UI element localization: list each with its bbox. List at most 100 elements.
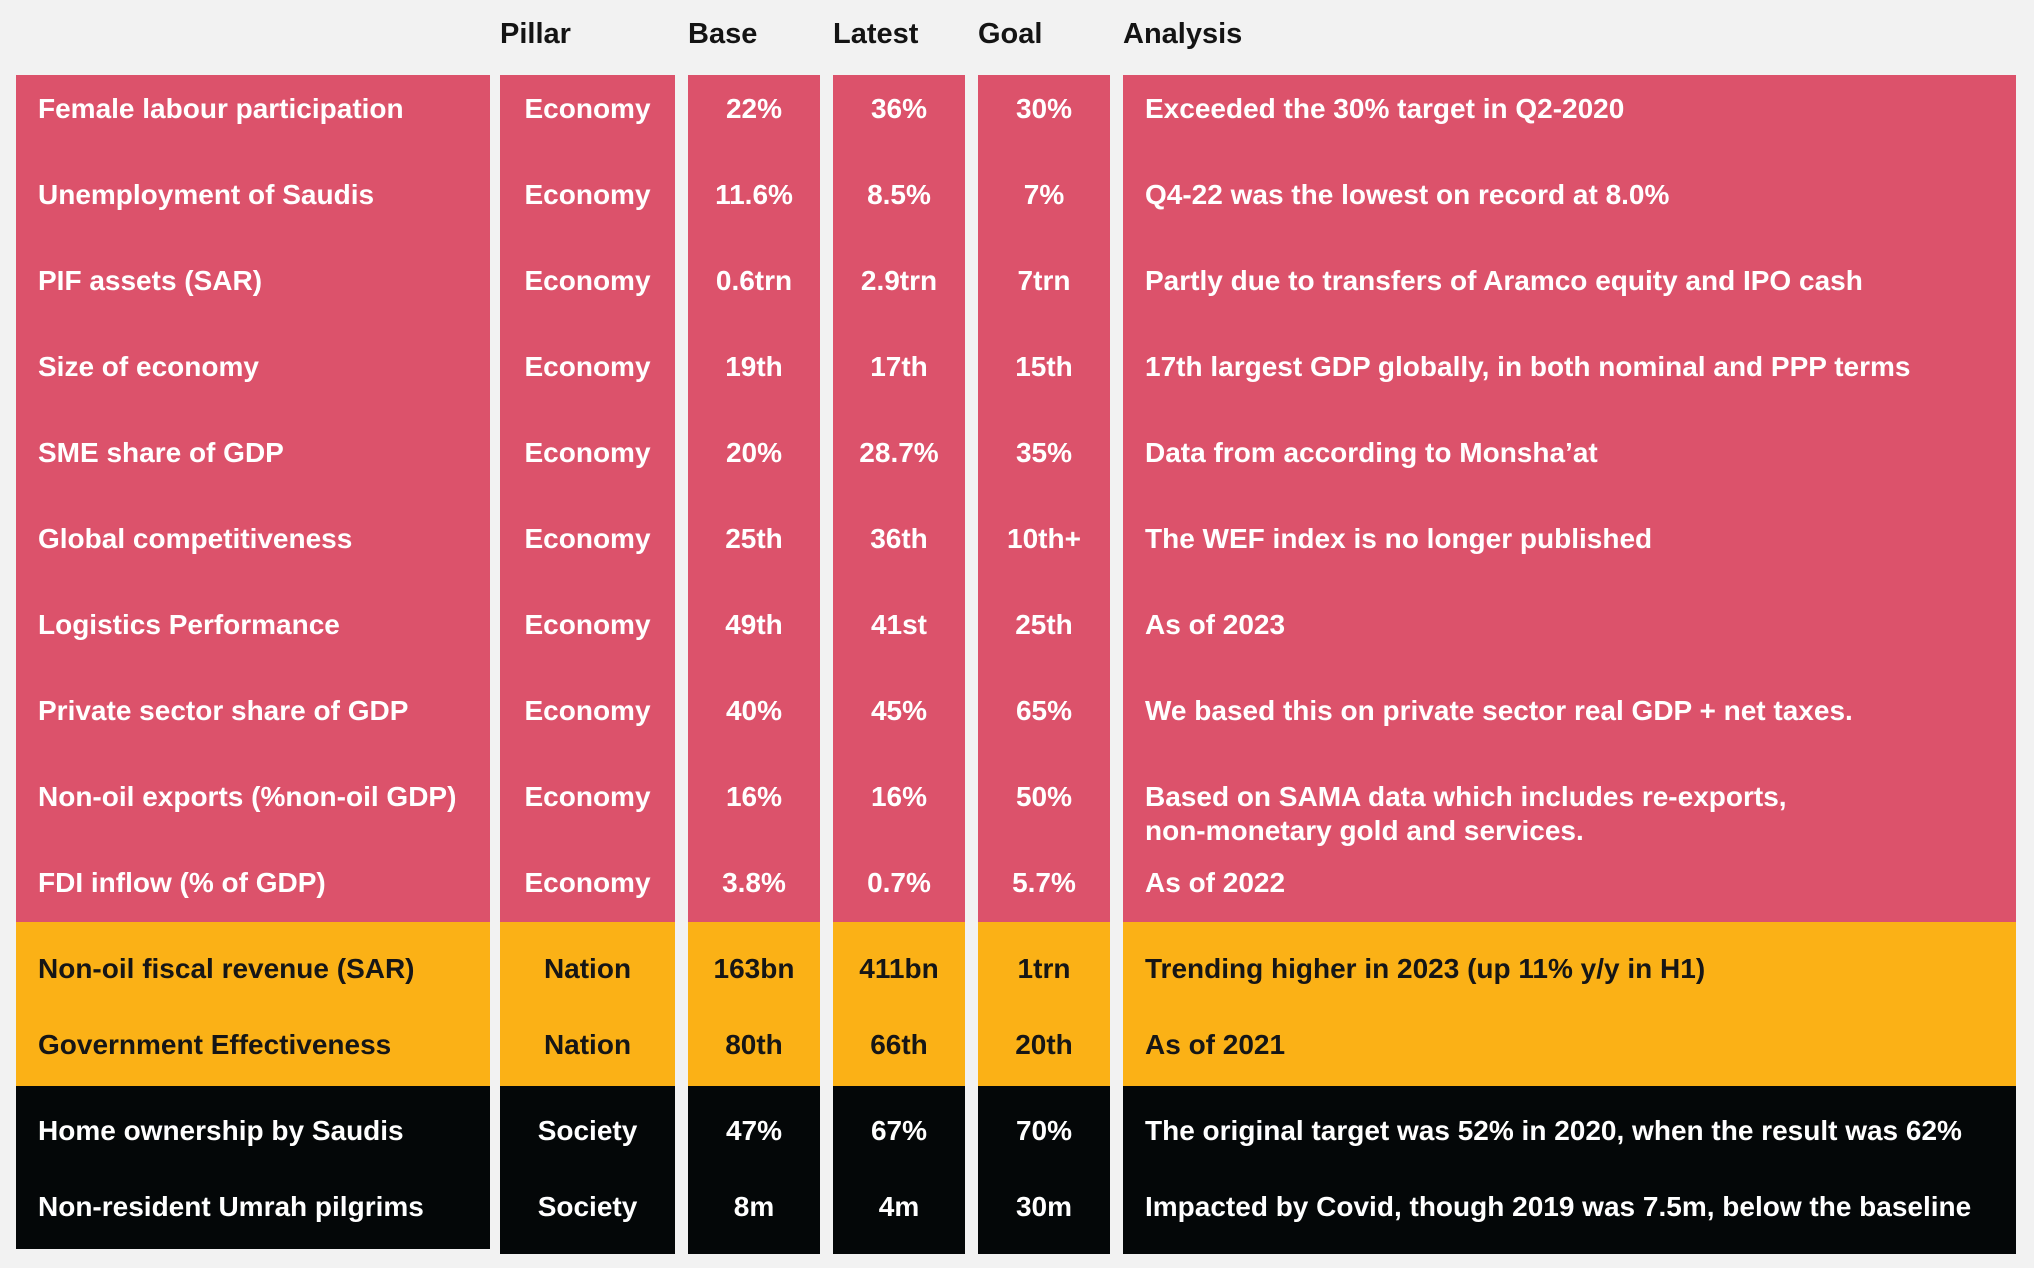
header-analysis: Analysis [1123,18,1243,50]
economy-pillar-column-bg [500,75,675,922]
cell-metric: Home ownership by Saudis [38,1115,404,1146]
cell-pillar: Economy [524,695,651,726]
cell-pillar: Economy [524,93,651,124]
society-base-column-bg [688,1086,820,1254]
cell-goal: 1trn [1017,953,1071,984]
cell-goal: 15th [1015,351,1073,382]
cell-pillar: Economy [524,523,651,554]
cell-metric: FDI inflow (% of GDP) [38,867,326,898]
economy-latest-column-bg [833,75,965,922]
cell-latest: 17th [870,351,928,382]
society-latest-column-bg [833,1086,965,1254]
cell-base: 22% [725,93,783,124]
cell-latest: 41st [870,609,928,640]
society-analysis-column-bg [1123,1086,2016,1254]
cell-goal: 25th [1015,609,1073,640]
cell-metric: Size of economy [38,351,259,382]
cell-pillar: Nation [543,953,632,984]
cell-analysis: Data from according to Monsha’at [1145,437,1598,468]
cell-goal: 10th+ [1007,523,1081,554]
cell-base: 16% [725,781,783,812]
cell-goal: 30m [1015,1191,1073,1222]
cell-analysis: We based this on private sector real GDP… [1145,695,1853,726]
cell-metric: Non-oil fiscal revenue (SAR) [38,953,415,984]
cell-latest: 36th [870,523,928,554]
cell-pillar: Economy [524,609,651,640]
cell-metric: Non-resident Umrah pilgrims [38,1191,424,1222]
cell-goal: 20th [1015,1029,1073,1060]
nation-metric-column-bg [16,922,490,1086]
cell-analysis: Partly due to transfers of Aramco equity… [1145,265,1863,296]
cell-base: 0.6trn [715,265,793,296]
cell-pillar: Economy [524,265,651,296]
cell-pillar: Economy [524,179,651,210]
nation-goal-column-bg [978,922,1110,1086]
cell-goal: 5.7% [1012,867,1076,898]
cell-base: 47% [725,1115,783,1146]
cell-analysis: Exceeded the 30% target in Q2-2020 [1145,93,1625,124]
cell-analysis: Based on SAMA data which includes re-exp… [1145,781,1787,846]
cell-metric: Female labour participation [38,93,404,124]
cell-pillar: Society [537,1191,638,1222]
nation-latest-column-bg [833,922,965,1086]
cell-metric: Global competitiveness [38,523,353,554]
cell-analysis: As of 2023 [1145,609,1286,640]
cell-base: 3.8% [722,867,786,898]
cell-metric: Private sector share of GDP [38,695,409,726]
cell-analysis: Q4-22 was the lowest on record at 8.0% [1145,179,1670,210]
cell-base: 19th [725,351,783,382]
cell-pillar: Economy [524,351,651,382]
cell-metric: Logistics Performance [38,609,340,640]
cell-pillar: Society [537,1115,638,1146]
cell-analysis: 17th largest GDP globally, in both nomin… [1145,351,1911,382]
header-base: Base [688,18,758,50]
cell-analysis: As of 2022 [1145,867,1286,898]
economy-goal-column-bg [978,75,1110,922]
cell-latest: 28.7% [859,437,939,468]
cell-latest: 411bn [859,953,939,984]
cell-base: 40% [725,695,783,726]
cell-pillar: Economy [524,437,651,468]
cell-goal: 7trn [1017,265,1071,296]
cell-latest: 2.9trn [860,265,938,296]
cell-latest: 45% [870,695,928,726]
cell-analysis: As of 2021 [1145,1029,1286,1060]
cell-goal: 35% [1015,437,1073,468]
cell-latest: 8.5% [867,179,931,210]
cell-latest: 67% [870,1115,928,1146]
cell-analysis: The WEF index is no longer published [1145,523,1653,554]
cell-base: 20% [725,437,783,468]
header-pillar: Pillar [500,18,571,50]
cell-metric: Non-oil exports (%non-oil GDP) [38,781,457,812]
cell-latest: 66th [870,1029,928,1060]
society-metric-column-bg [16,1086,490,1249]
cell-goal: 50% [1015,781,1073,812]
nation-base-column-bg [688,922,820,1086]
cell-metric: Government Effectiveness [38,1029,392,1060]
cell-base: 49th [725,609,783,640]
cell-base: 8m [733,1191,775,1222]
header-goal: Goal [978,18,1043,50]
cell-latest: 36% [870,93,928,124]
cell-metric: Unemployment of Saudis [38,179,375,210]
cell-analysis: Impacted by Covid, though 2019 was 7.5m,… [1145,1191,1972,1222]
cell-pillar: Economy [524,781,651,812]
cell-pillar: Economy [524,867,651,898]
cell-metric: PIF assets (SAR) [38,265,263,296]
cell-metric: SME share of GDP [38,437,284,468]
cell-latest: 16% [870,781,928,812]
cell-base: 11.6% [715,179,793,210]
cell-analysis: Trending higher in 2023 (up 11% y/y in H… [1145,953,1706,984]
cell-base: 80th [725,1029,783,1060]
cell-latest: 4m [878,1191,920,1222]
cell-latest: 0.7% [867,867,931,898]
cell-base: 163bn [713,953,795,984]
society-goal-column-bg [978,1086,1110,1254]
cell-goal: 65% [1015,695,1073,726]
economy-analysis-column-bg [1123,75,2016,922]
cell-analysis: The original target was 52% in 2020, whe… [1145,1115,1962,1146]
cell-pillar: Nation [543,1029,632,1060]
cell-goal: 70% [1015,1115,1073,1146]
economy-base-column-bg [688,75,820,922]
society-pillar-column-bg [500,1086,675,1254]
